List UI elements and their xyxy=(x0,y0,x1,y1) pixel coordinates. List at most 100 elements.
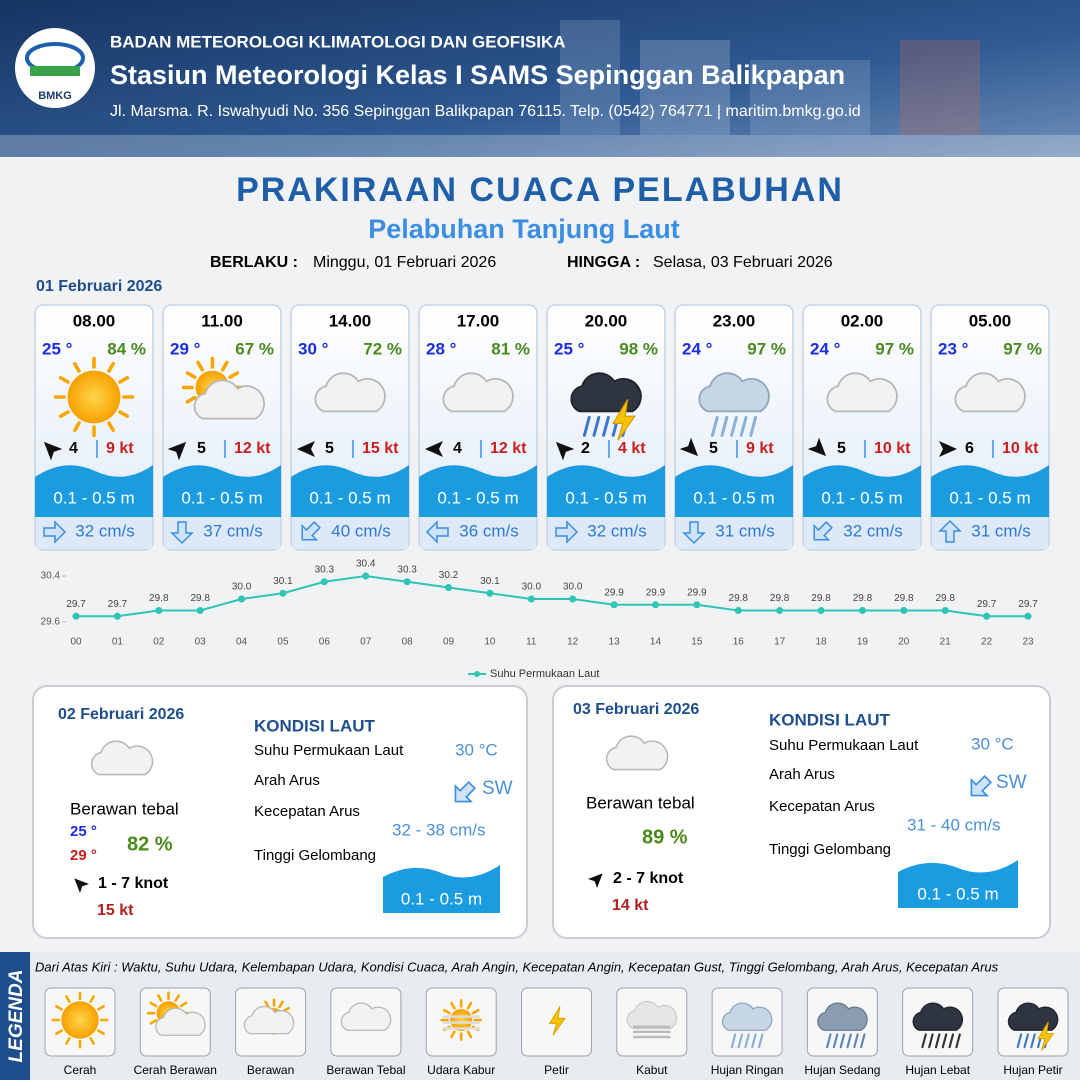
x-tick-label: 11 xyxy=(526,637,537,648)
humidity: 98 % xyxy=(619,339,658,358)
legend-title: LEGENDA xyxy=(6,970,27,1063)
wind-arrow xyxy=(679,437,699,457)
condition: Berawan tebal xyxy=(70,799,179,818)
rain xyxy=(846,1033,852,1049)
legend-item: Hujan Sedang xyxy=(804,1063,880,1077)
sun-ray xyxy=(450,1030,456,1039)
rain xyxy=(710,415,719,437)
x-tick-label: 02 xyxy=(153,637,165,648)
gust: 10 kt xyxy=(1002,440,1039,457)
data-label: 30.0 xyxy=(522,582,542,593)
rain xyxy=(921,1033,927,1049)
time: 02.00 xyxy=(841,311,884,330)
data-label: 29.8 xyxy=(811,593,831,604)
cloud xyxy=(954,372,1026,413)
weather-icon xyxy=(181,356,265,420)
current-speed: 32 cm/s xyxy=(843,521,903,540)
sun-ray xyxy=(179,1001,188,1008)
sun-ray xyxy=(65,995,71,1003)
sst-point xyxy=(196,607,204,614)
sst-point xyxy=(279,589,287,597)
data-label: 29.7 xyxy=(977,599,997,610)
wave-height: 0.1 - 0.5 m xyxy=(181,488,262,507)
data-label: 30.3 xyxy=(315,564,335,575)
sst: 30 °C xyxy=(455,740,498,759)
wind-speed: 2 xyxy=(581,440,590,457)
wave-height: 0.1 - 0.5 m xyxy=(53,488,134,507)
cloud xyxy=(626,1000,678,1030)
data-label: 29.8 xyxy=(770,593,790,604)
temperature: 25 ° xyxy=(554,339,585,358)
x-tick-label: 07 xyxy=(360,637,372,648)
weather-icon xyxy=(1007,1002,1059,1051)
weather-icon xyxy=(826,372,898,413)
wind-arrow xyxy=(807,437,827,457)
gust: 10 kt xyxy=(874,440,911,457)
humidity: 72 % xyxy=(363,339,402,358)
cloud xyxy=(442,372,514,413)
sun-ray xyxy=(97,1005,105,1011)
date-heading: 03 Februari 2026 xyxy=(573,701,699,718)
data-label: 30.1 xyxy=(273,576,293,587)
wind-arrow xyxy=(43,441,63,461)
humidity: 84 % xyxy=(107,339,146,358)
current-speed: 36 cm/s xyxy=(459,521,519,540)
sun xyxy=(61,1001,99,1039)
sun-ray xyxy=(442,1008,451,1015)
sun-ray xyxy=(97,1029,105,1035)
y-tick-label: 30.4 xyxy=(41,571,61,582)
temp-min: 25 ° xyxy=(70,823,97,840)
weather-icon xyxy=(340,1002,392,1031)
sun xyxy=(450,1008,473,1032)
cloud xyxy=(826,372,898,413)
logo-text: BMKG xyxy=(38,90,72,102)
y-tick-label: 29.6 xyxy=(41,617,61,628)
sst-point xyxy=(72,612,80,620)
current-arrow xyxy=(682,521,706,545)
x-tick-label: 08 xyxy=(402,637,414,648)
wind-speed: 5 xyxy=(837,440,846,457)
validity-date: Selasa, 03 Februari 2026 xyxy=(653,254,833,271)
sst-point xyxy=(734,607,742,614)
weather-icon xyxy=(626,1000,678,1039)
cloud xyxy=(243,1005,295,1035)
rain xyxy=(839,1033,846,1049)
weather-icon xyxy=(314,372,386,413)
weather-icon xyxy=(53,356,135,438)
rain xyxy=(602,415,610,437)
weather-icon xyxy=(51,991,109,1049)
x-tick-label: 19 xyxy=(857,637,869,648)
sun-ray xyxy=(466,1030,473,1039)
sun-ray xyxy=(55,1029,63,1035)
legend-item: Hujan Ringan xyxy=(711,1063,784,1077)
rain xyxy=(1016,1033,1023,1049)
x-tick-label: 09 xyxy=(443,637,455,648)
data-label: 29.8 xyxy=(190,593,210,604)
x-tick-label: 23 xyxy=(1022,637,1034,648)
temperature: 24 ° xyxy=(682,339,713,358)
wave-shape xyxy=(931,465,1049,517)
weather-icon xyxy=(146,991,206,1036)
legend-item: Cerah xyxy=(64,1063,97,1077)
sst-point xyxy=(486,589,494,597)
temperature: 28 ° xyxy=(426,339,457,358)
x-tick-label: 20 xyxy=(898,637,910,648)
sst-point xyxy=(1024,612,1032,620)
sst-point xyxy=(113,612,121,620)
data-label: 29.9 xyxy=(646,587,666,598)
humidity: 67 % xyxy=(235,339,274,358)
section-heading: KONDISI LAUT xyxy=(254,716,376,735)
wind-arrow xyxy=(939,441,957,457)
sun-ray xyxy=(107,421,116,433)
rain xyxy=(955,1033,961,1049)
weather-icon xyxy=(721,1002,773,1049)
data-label: 30.0 xyxy=(232,582,252,593)
current-direction: SW xyxy=(482,778,513,799)
sun-ray xyxy=(58,410,70,419)
temp-max: 29 ° xyxy=(70,847,97,864)
weather-icon xyxy=(698,372,770,437)
rain xyxy=(826,1033,832,1049)
current-speed: 40 cm/s xyxy=(331,521,391,540)
field-label: Suhu Permukaan Laut xyxy=(769,737,919,754)
address: Jl. Marsma. R. Iswahyudi No. 356 Sepingg… xyxy=(110,103,861,120)
